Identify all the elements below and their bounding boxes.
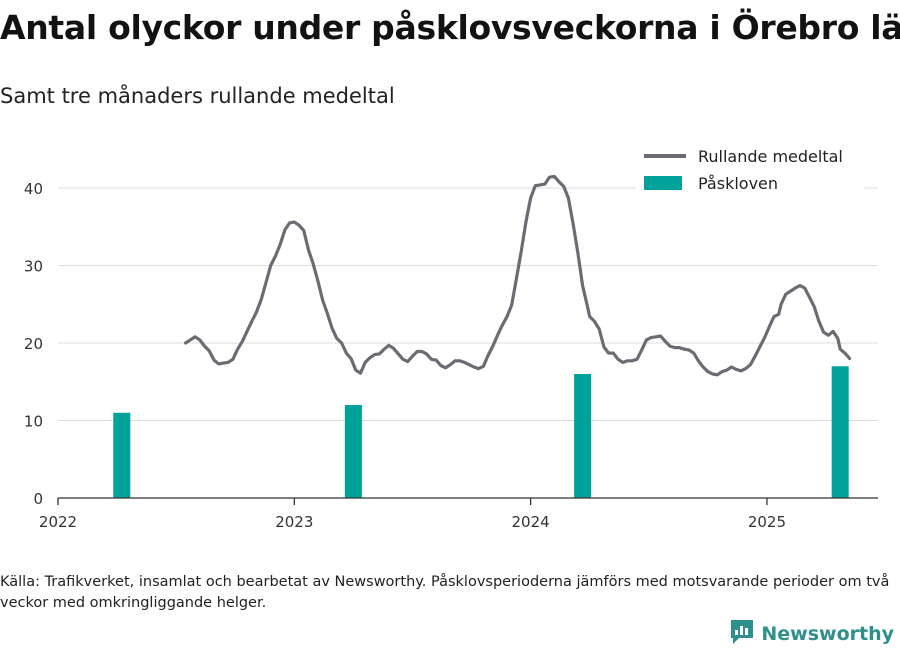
y-tick-label: 10 — [24, 413, 43, 431]
y-tick-label: 30 — [24, 258, 43, 276]
gridlines — [58, 187, 878, 421]
brand-logo: Newsworthy — [729, 618, 894, 650]
y-tick-label: 0 — [33, 490, 43, 508]
chart-title: Antal olyckor under påsklovsveckorna i Ö… — [0, 8, 900, 47]
bar-chart-icon — [729, 618, 755, 650]
y-tick-label: 40 — [24, 180, 43, 198]
accident-chart: 0 10 20 30 40 2022 2023 2024 2025 Rullande mede… — [23, 140, 878, 531]
series-line — [184, 174, 852, 377]
y-tick-label: 20 — [24, 335, 43, 353]
brand-name: Newsworthy — [761, 623, 894, 645]
legend-bar-swatch — [644, 176, 682, 190]
x-tick-label: 2022 — [39, 513, 77, 531]
source-note: Källa: Trafikverket, insamlat och bearbe… — [0, 574, 890, 611]
legend: Rullande medeltal Påskloven — [636, 140, 864, 198]
bar — [831, 366, 849, 498]
legend-label-line: Rullande medeltal — [698, 147, 843, 166]
bar — [574, 374, 592, 498]
line-series — [184, 174, 852, 377]
x-tick-label: 2024 — [512, 513, 550, 531]
bar-series — [113, 366, 849, 498]
bar — [344, 405, 362, 498]
legend-label-bar: Påskloven — [698, 174, 778, 193]
bar — [113, 412, 131, 498]
x-axis: 2022 2023 2024 2025 — [39, 497, 878, 531]
chart-subtitle: Samt tre månaders rullande medeltal — [0, 84, 395, 108]
y-axis: 0 10 20 30 40 — [24, 180, 43, 508]
x-tick-label: 2025 — [748, 513, 786, 531]
x-tick-label: 2023 — [275, 513, 313, 531]
